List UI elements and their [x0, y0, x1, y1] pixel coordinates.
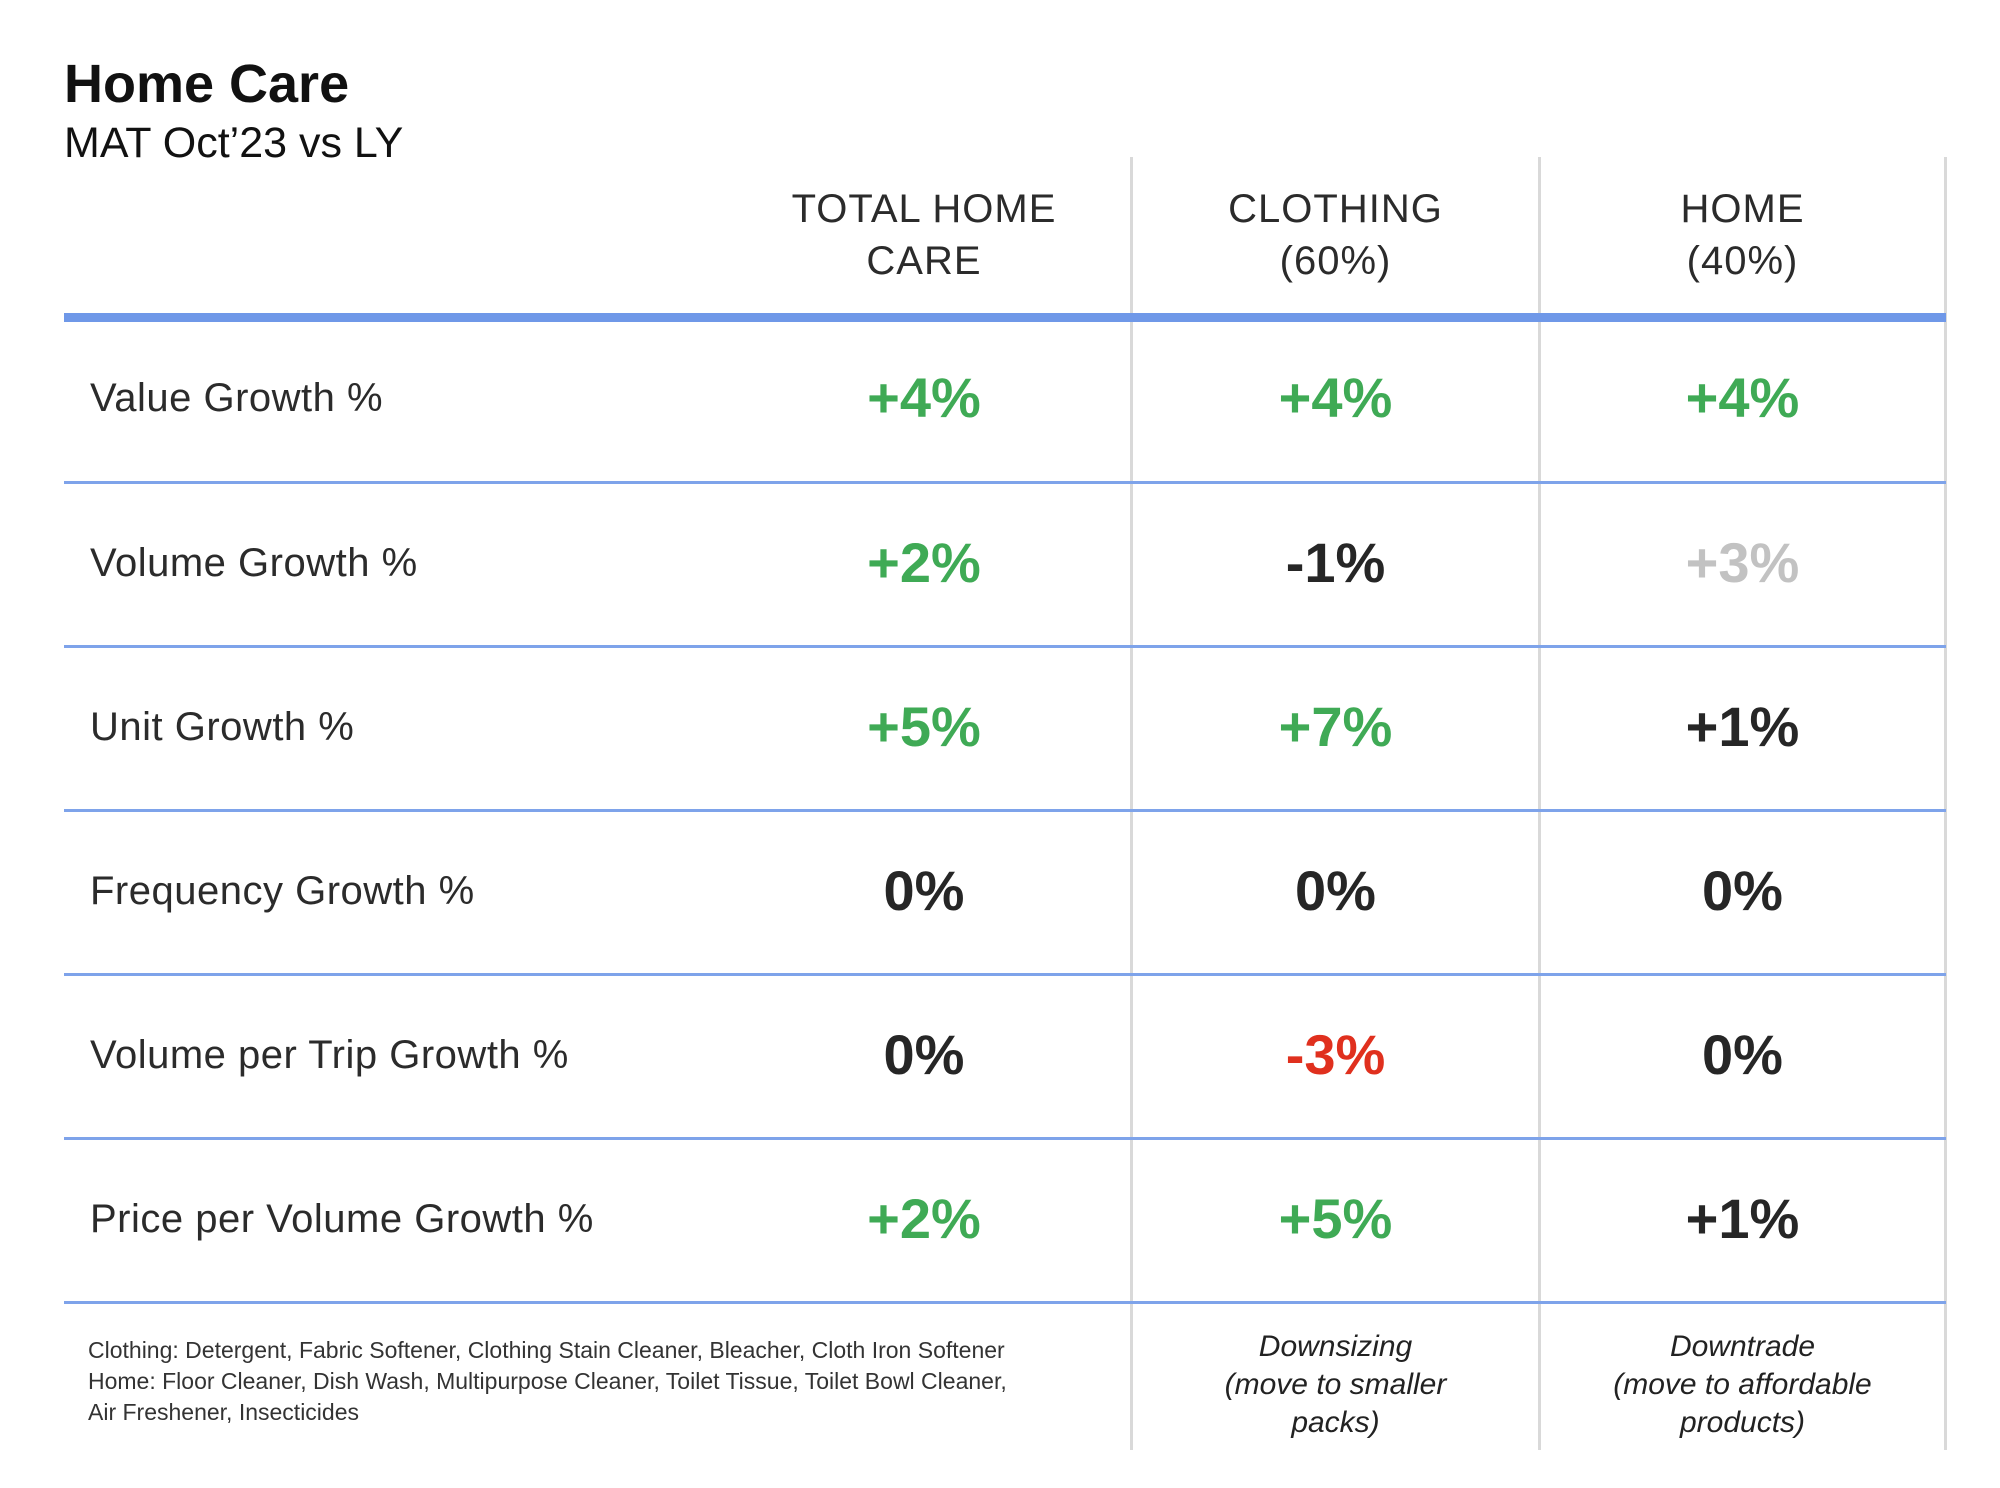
- note-clothing: Downsizing (move to smaller packs): [1133, 1328, 1538, 1442]
- row-label-unit-growth: Unit Growth %: [90, 705, 355, 749]
- cell-frequency-growth-clothing: 0%: [1295, 859, 1376, 922]
- footnote-line: Clothing: Detergent, Fabric Softener, Cl…: [88, 1337, 1005, 1363]
- cell-value-growth-total: +4%: [867, 366, 981, 429]
- note-home: Downtrade (move to affordable products): [1541, 1328, 1944, 1442]
- row-label-price-per-volume-growth: Price per Volume Growth %: [90, 1197, 594, 1241]
- row-label-value-growth: Value Growth %: [90, 376, 384, 420]
- column-divider: [1944, 157, 1947, 1450]
- row-divider: [64, 645, 1946, 648]
- note-line: (move to affordable: [1613, 1368, 1872, 1401]
- cell-frequency-growth-home: 0%: [1702, 859, 1783, 922]
- cell-unit-growth-total: +5%: [867, 695, 981, 758]
- column-header-home: HOME (40%): [1680, 187, 1805, 283]
- cell-price-per-volume-growth-total: +2%: [867, 1187, 981, 1250]
- cell-frequency-growth-total: 0%: [883, 859, 965, 922]
- row-label-volume-per-trip-growth: Volume per Trip Growth %: [90, 1033, 569, 1077]
- cell-volume-growth-total: +2%: [867, 531, 981, 594]
- note-line: Downtrade: [1669, 1330, 1816, 1363]
- column-divider: [1130, 157, 1133, 1450]
- footnote-line: Air Freshener, Insecticides: [88, 1399, 360, 1425]
- row-divider: [64, 1301, 1946, 1304]
- note-line: products): [1679, 1406, 1806, 1439]
- category-footnote: Clothing: Detergent, Fabric Softener, Cl…: [88, 1335, 1088, 1428]
- row-label-volume-growth: Volume Growth %: [90, 541, 418, 585]
- cell-volume-per-trip-growth-home: 0%: [1702, 1023, 1783, 1086]
- column-divider: [1538, 157, 1541, 1450]
- column-header-total-home-care: TOTAL HOME CARE: [791, 187, 1057, 283]
- row-divider: [64, 481, 1946, 484]
- row-divider: [64, 973, 1946, 976]
- cell-price-per-volume-growth-clothing: +5%: [1278, 1187, 1393, 1250]
- column-header-clothing: CLOTHING (60%): [1228, 187, 1443, 283]
- note-line: (move to smaller: [1224, 1368, 1447, 1401]
- row-label-frequency-growth: Frequency Growth %: [90, 869, 475, 913]
- cell-unit-growth-clothing: +7%: [1278, 695, 1393, 758]
- footnote-line: Home: Floor Cleaner, Dish Wash, Multipur…: [88, 1368, 1007, 1394]
- cell-volume-per-trip-growth-clothing: -3%: [1285, 1023, 1386, 1086]
- cell-volume-growth-clothing: -1%: [1285, 531, 1386, 594]
- row-divider: [64, 809, 1946, 812]
- note-line: Downsizing: [1258, 1330, 1413, 1363]
- cell-volume-growth-home: +3%: [1685, 531, 1800, 594]
- cell-price-per-volume-growth-home: +1%: [1685, 1187, 1800, 1250]
- note-line: packs): [1291, 1406, 1380, 1439]
- page-subtitle: MAT Oct’23 vs LY: [64, 119, 404, 167]
- cell-value-growth-clothing: +4%: [1278, 366, 1393, 429]
- cell-value-growth-home: +4%: [1685, 366, 1800, 429]
- cell-volume-per-trip-growth-total: 0%: [883, 1023, 965, 1086]
- header-rule: [64, 313, 1946, 322]
- cell-unit-growth-home: +1%: [1685, 695, 1800, 758]
- row-divider: [64, 1137, 1946, 1140]
- page-title: Home Care: [64, 54, 350, 114]
